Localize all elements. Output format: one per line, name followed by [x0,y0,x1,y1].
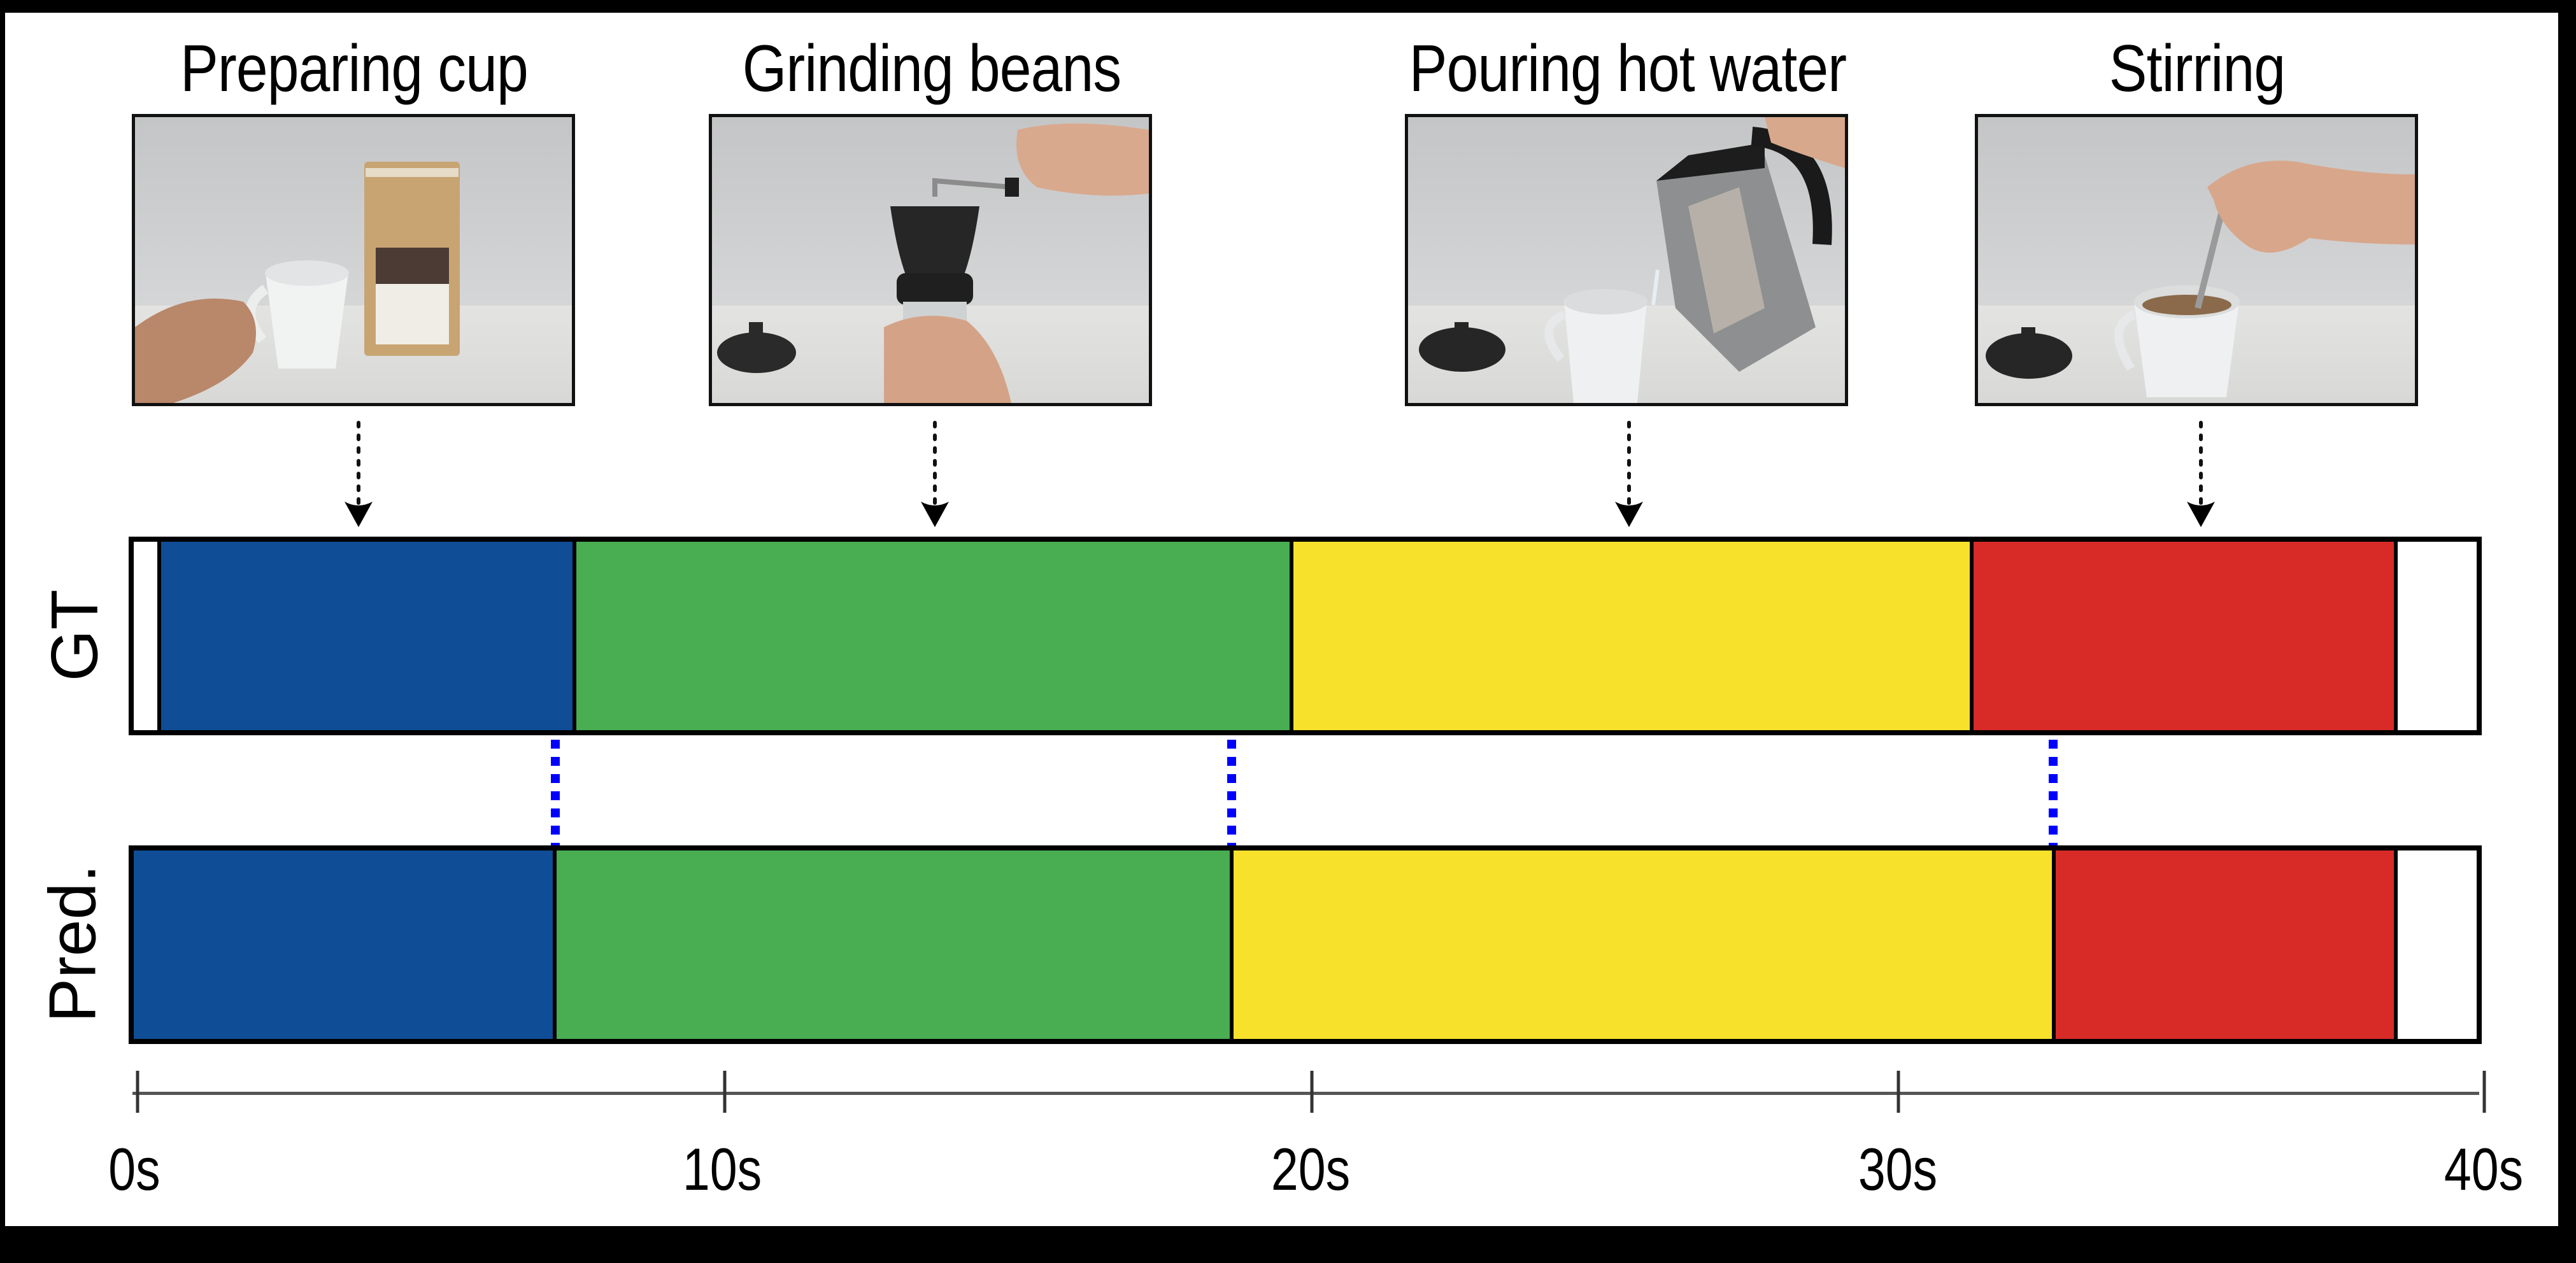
gt-timeline-bar [129,537,2482,735]
photo-grinding-beans [709,114,1152,406]
step-title-preparing-cup: Preparing cup [180,32,529,106]
axis-tick-40 [2482,1071,2486,1113]
kettle-and-cup-illustration [1419,117,1845,403]
boundary-marker-1 [551,740,560,845]
axis-label-10s: 10s [682,1136,762,1203]
axis-tick-0 [136,1071,139,1113]
grinder-illustration [717,123,1149,403]
axis-label-40s: 40s [2444,1136,2524,1203]
boundary-marker-3 [2049,740,2058,845]
gt-segment-pouring-hot-water [1293,542,1974,730]
pred-segment-stirring [2056,850,2398,1039]
step-title-stirring: Stirring [2109,32,2286,106]
row-label-gt: GT [38,589,112,682]
gt-segment-background-start [134,542,161,730]
pred-timeline-bar [129,845,2482,1044]
pred-segment-grinding-beans [557,850,1234,1039]
photo-pouring-hot-water [1405,114,1848,406]
axis-label-20s: 20s [1270,1136,1351,1203]
boundary-marker-2 [1227,740,1236,845]
photo-preparing-cup [132,114,575,406]
gt-segment-stirring [1974,542,2398,730]
gt-segment-preparing-cup [161,542,576,730]
arrow-down-icon [345,421,373,527]
step-title-grinding-beans: Grinding beans [742,32,1121,106]
arrow-down-icon [921,421,949,527]
pred-segment-preparing-cup [134,850,557,1039]
pred-segment-pouring-hot-water [1234,850,2056,1039]
photo-stirring [1975,114,2418,406]
axis-tick-30 [1896,1071,1900,1113]
arrow-down-icon [1615,421,1643,527]
axis-tick-10 [723,1071,727,1113]
step-title-pouring-hot-water: Pouring hot water [1409,32,1847,106]
axis-label-0s: 0s [108,1136,160,1203]
arrow-down-icon [2187,421,2215,527]
time-axis-line [132,1092,2479,1095]
axis-tick-20 [1310,1071,1314,1113]
axis-label-30s: 30s [1858,1136,1938,1203]
gt-segment-grinding-beans [576,542,1293,730]
row-label-pred: Pred. [36,864,110,1023]
stirring-cup-illustration [1986,160,2415,397]
cup-and-bag-illustration [135,162,460,403]
